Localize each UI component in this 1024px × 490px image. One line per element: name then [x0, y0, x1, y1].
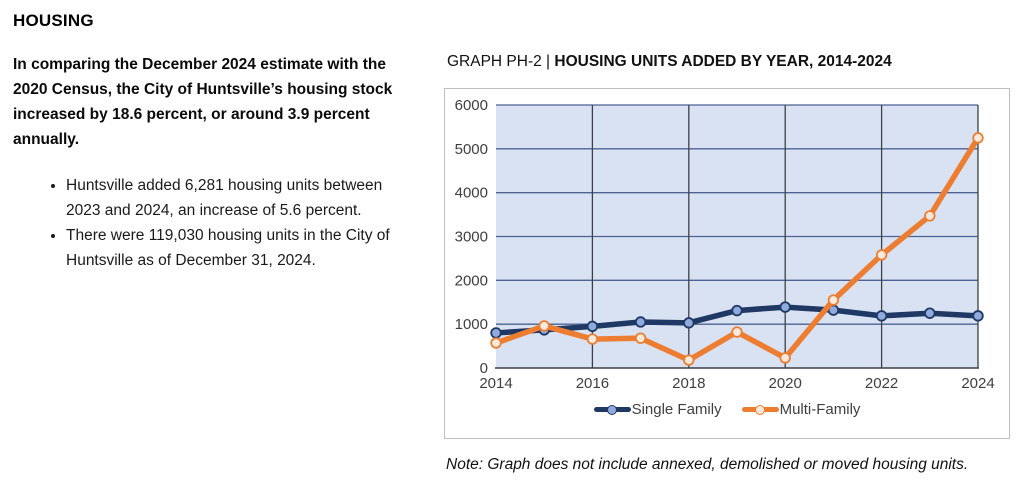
- chart-title-prefix: GRAPH PH-2 |: [447, 53, 555, 70]
- chart-footnote: Note: Graph does not include annexed, de…: [446, 456, 969, 473]
- multi-family-line-icon: [741, 404, 779, 415]
- chart-legend: Single Family Multi-Family: [445, 401, 1009, 418]
- intro-paragraph: In comparing the December 2024 estimate …: [13, 56, 393, 148]
- svg-text:0: 0: [480, 360, 488, 377]
- multi-family-marker-icon: [755, 404, 766, 415]
- svg-text:2014: 2014: [479, 375, 512, 392]
- svg-text:2016: 2016: [576, 375, 609, 392]
- list-item: Huntsville added 6,281 housing units bet…: [66, 173, 420, 223]
- single-family-line-icon: [593, 404, 631, 415]
- left-text-column: HOUSING In comparing the December 2024 e…: [13, 11, 441, 273]
- legend-label-single-family: Single Family: [631, 401, 722, 418]
- legend-item-multi-family: Multi-Family: [741, 401, 861, 418]
- svg-text:2018: 2018: [672, 375, 705, 392]
- svg-text:6000: 6000: [455, 97, 488, 114]
- svg-text:2020: 2020: [769, 375, 802, 392]
- housing-units-line-chart: 0 1000 2000 3000 4000 5000 6000 2014 2016 2018 202…: [455, 97, 995, 392]
- svg-text:3000: 3000: [455, 229, 488, 246]
- list-item: There were 119,030 housing units in the …: [66, 223, 420, 273]
- chart-panel: 0 1000 2000 3000 4000 5000 6000 2014 2016 2018 202…: [444, 88, 1010, 439]
- svg-text:2024: 2024: [961, 375, 994, 392]
- chart-title-main: HOUSING UNITS ADDED BY YEAR, 2014-2024: [554, 53, 892, 70]
- svg-text:5000: 5000: [455, 141, 488, 158]
- svg-text:1000: 1000: [455, 316, 488, 333]
- svg-text:4000: 4000: [455, 185, 488, 202]
- bullet-list: Huntsville added 6,281 housing units bet…: [13, 173, 420, 273]
- svg-text:2000: 2000: [455, 272, 488, 289]
- single-family-marker-icon: [607, 404, 618, 415]
- legend-item-single-family: Single Family: [593, 401, 722, 418]
- svg-text:2022: 2022: [865, 375, 898, 392]
- legend-label-multi-family: Multi-Family: [779, 401, 861, 418]
- chart-title: GRAPH PH-2 | HOUSING UNITS ADDED BY YEAR…: [447, 53, 892, 71]
- page-title: HOUSING: [13, 11, 94, 30]
